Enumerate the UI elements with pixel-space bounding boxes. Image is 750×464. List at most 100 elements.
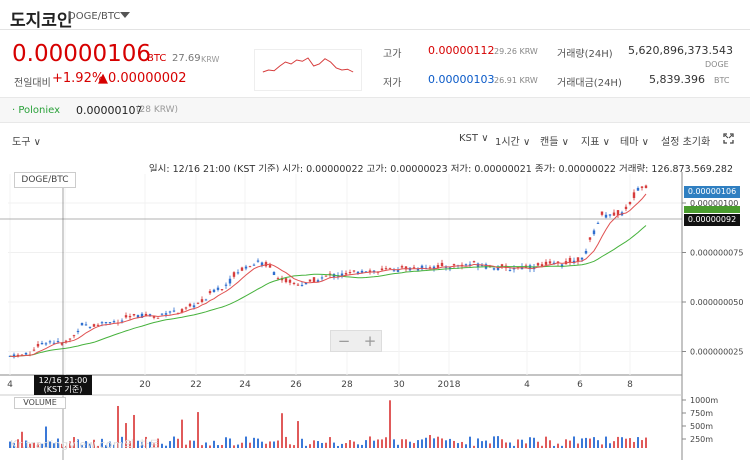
watermark: Kr.tradingview.com의 차트 [10,438,160,451]
candle-body [624,206,628,210]
volume-bar [609,443,611,448]
volume-bar [41,443,43,448]
volume-bar [465,444,467,448]
volume-bar [65,445,67,448]
volume-bar [125,423,127,448]
volume-bar [289,444,291,448]
candlestick-chart[interactable]: 0.00000100 0.000000075 0.000000050 0.000000… [0,172,750,460]
candle-body [536,263,540,266]
volume-bar [9,441,11,448]
candle-body [452,264,456,266]
volume-tick-label: 500m [690,422,713,431]
volume-bar [297,421,299,448]
amount-label: 거래대금(24H) [557,78,622,89]
candle-body [568,258,572,263]
candle-body [420,265,424,270]
candle-body [192,305,196,308]
exchange-name[interactable]: · Poloniex [12,105,61,116]
volume-bar [101,438,103,448]
x-tick-label: 24 [239,380,251,390]
candle-body [144,313,148,316]
reset-settings-button[interactable]: 설정 초기화 [661,137,711,148]
theme-select[interactable]: 테마 ∨ [620,137,649,148]
candle-body [356,271,360,275]
volume-bar [17,439,19,448]
volume-bar [569,440,571,448]
candle-body [276,278,280,280]
coin-select-caret-icon[interactable] [120,12,130,18]
candle-body [412,267,416,269]
volume-bar [393,439,395,448]
volume-bar [169,441,171,448]
volume-bar [549,440,551,448]
volume-bar [325,442,327,448]
change-label: 전일대비 [14,78,51,89]
candle-body [560,264,564,267]
volume-bar [597,440,599,448]
volume-bar [253,437,255,448]
volume-bar [217,445,219,448]
volume-bar [237,444,239,448]
candle-body [236,272,240,274]
candle-body [384,268,388,270]
volume-bar [553,445,555,448]
volume-bar [317,441,319,448]
candle-body [440,262,444,267]
volume-bar [577,443,579,448]
volume-bar [89,443,91,448]
x-tick-label: 20 [139,380,151,390]
candle-body [228,278,232,284]
interval-select[interactable]: 1시간 ∨ [495,137,531,148]
volume-bar [441,438,443,448]
volume-bar [329,437,331,448]
volume-legend[interactable]: VOLUME [14,397,66,409]
volume-bar [409,441,411,448]
price-chart[interactable]: 0.00000100 0.000000075 0.000000050 0.000000… [0,172,750,460]
candle-body [80,322,84,326]
volume-bar [301,438,303,448]
volume-bar [541,445,543,448]
volume-bar [133,414,135,448]
volume-bar [313,440,315,448]
volume-bar [353,441,355,448]
exchange-row[interactable]: · Poloniex 0.00000107 (28 KRW) [0,97,750,123]
volume-tick-label: 1000m [690,396,718,405]
candle-body [220,289,224,291]
exchange-krw: (28 KRW) [136,105,179,115]
zoom-out-button[interactable]: − [337,332,351,350]
volume-bar [177,438,179,448]
volume-bar [601,444,603,448]
candle-body [104,322,108,324]
volume-bar [377,439,379,448]
volume-bar [181,419,183,448]
timezone-select[interactable]: KST ∨ [459,133,489,144]
candle-body [400,266,404,268]
chart-legend[interactable]: DOGE/BTC [14,172,76,188]
x-tick-label: 26 [290,380,302,390]
amount-unit: BTC [714,76,730,85]
candle-body [124,315,128,318]
volume-bar [617,436,619,448]
volume-bar [73,437,75,448]
candle-body [340,273,344,276]
candle-select[interactable]: 캔들 ∨ [540,137,569,148]
volume-tick-label: 750m [690,409,713,418]
candle-body [24,352,28,355]
candle-body [256,260,260,262]
volume-bar [505,442,507,448]
zoom-control: − + [330,330,382,352]
tools-menu[interactable]: 도구 ∨ [12,137,41,148]
indicator-select[interactable]: 지표 ∨ [581,137,610,148]
expand-icon[interactable] [723,133,734,144]
zoom-in-button[interactable]: + [363,332,377,350]
volume-bar [197,412,199,448]
volume-bar [229,438,231,448]
volume-bar [265,443,267,448]
candle-body [368,270,372,272]
x-tick-label: 28 [341,380,353,390]
volume-bar [593,437,595,448]
volume-bar [93,439,95,448]
candle-body [252,264,256,266]
candle-body [344,273,348,275]
candle-body [272,272,276,276]
